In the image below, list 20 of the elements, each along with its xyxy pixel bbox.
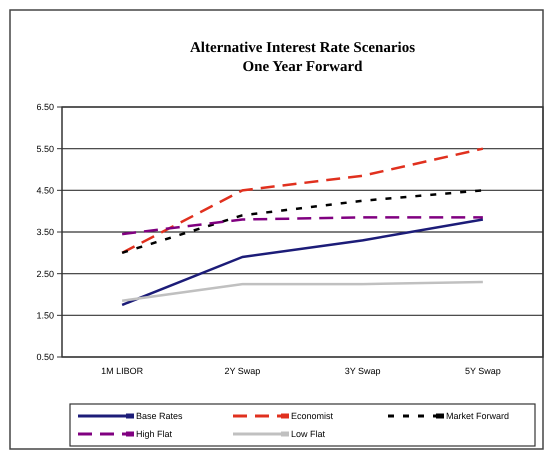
legend-label: Base Rates (136, 411, 184, 422)
x-tick-label: 2Y Swap (224, 366, 260, 376)
y-tick-label: 6.50 (36, 102, 54, 112)
legend-label: Economist (291, 411, 334, 422)
y-tick-label: 5.50 (36, 144, 54, 154)
y-tick-label: 1.50 (36, 310, 54, 320)
x-tick-label: 5Y Swap (464, 366, 501, 376)
x-tick-label: 1M LIBOR (101, 366, 144, 376)
line-series (120, 218, 484, 306)
x-tick-label: 3Y Swap (344, 366, 381, 376)
legend-label: High Flat (136, 429, 173, 440)
legend-label: Low Flat (291, 429, 326, 440)
y-tick-label: 3.50 (36, 227, 54, 238)
y-tick-label: 0.50 (36, 352, 54, 362)
chart-title: Alternative Interest Rate Scenarios (190, 40, 416, 56)
y-tick-label: 4.50 (36, 185, 54, 196)
chart-subtitle: One Year Forward (242, 59, 364, 75)
y-tick-label: 2.50 (36, 268, 54, 279)
legend-label: Market Forward (446, 411, 510, 422)
line-series (120, 147, 484, 254)
